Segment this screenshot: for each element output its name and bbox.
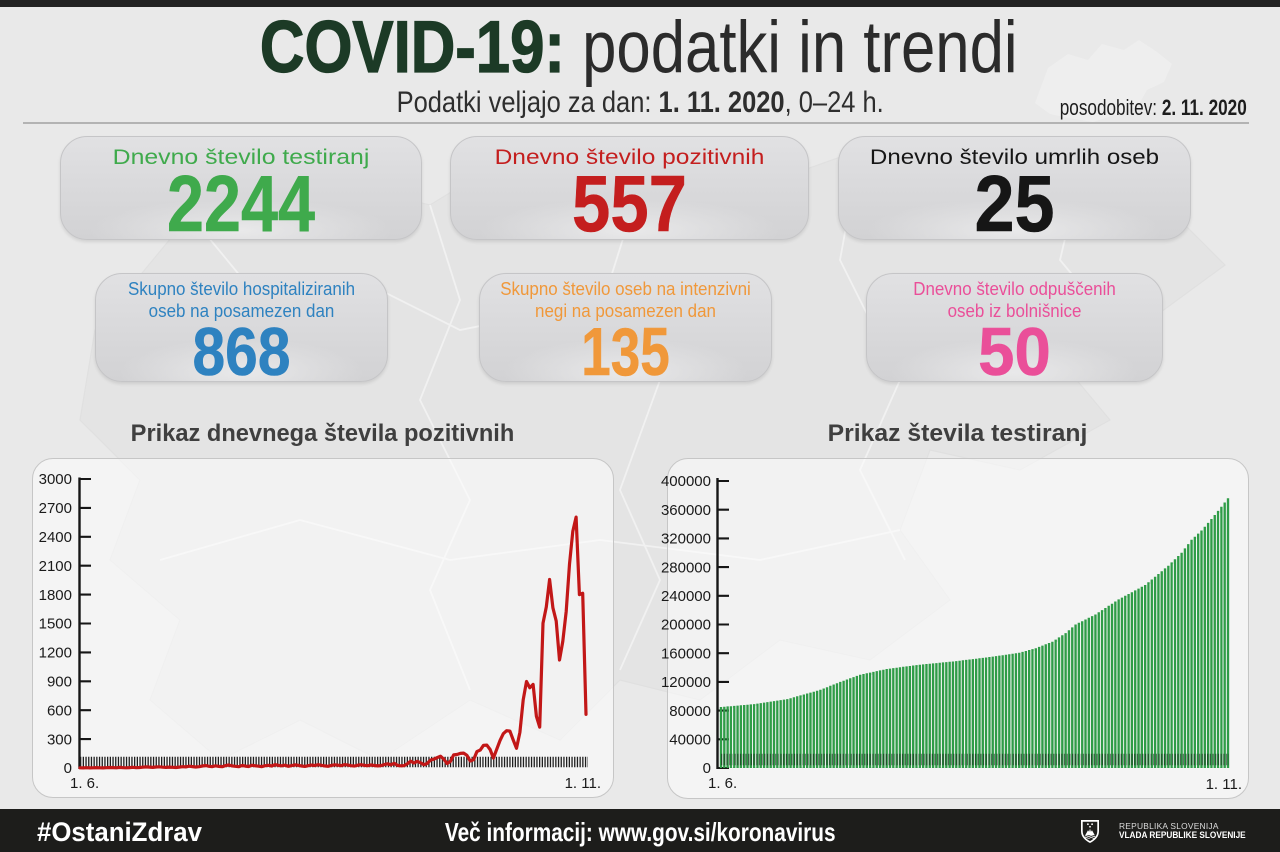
svg-text:240000: 240000: [661, 588, 711, 605]
svg-text:0: 0: [64, 760, 72, 777]
svg-text:0: 0: [703, 760, 711, 777]
svg-text:360000: 360000: [661, 502, 711, 519]
svg-text:120000: 120000: [661, 674, 711, 691]
svg-text:1500: 1500: [39, 616, 72, 633]
svg-text:400000: 400000: [661, 473, 711, 490]
svg-text:1800: 1800: [39, 587, 72, 604]
svg-text:1. 11.: 1. 11.: [565, 775, 601, 792]
svg-text:600: 600: [47, 702, 72, 719]
svg-text:200000: 200000: [661, 617, 711, 634]
svg-text:2700: 2700: [39, 500, 72, 517]
svg-text:300: 300: [47, 731, 72, 748]
svg-text:320000: 320000: [661, 531, 711, 548]
svg-text:1. 6.: 1. 6.: [70, 775, 99, 792]
svg-text:1. 11.: 1. 11.: [1206, 776, 1242, 793]
svg-text:80000: 80000: [669, 703, 711, 720]
svg-text:160000: 160000: [661, 645, 711, 662]
svg-text:280000: 280000: [661, 559, 711, 576]
svg-text:1. 6.: 1. 6.: [708, 775, 737, 792]
svg-text:1200: 1200: [39, 645, 72, 662]
svg-text:3000: 3000: [39, 471, 72, 488]
svg-text:2100: 2100: [39, 558, 72, 575]
svg-text:2400: 2400: [39, 529, 72, 546]
svg-text:900: 900: [47, 674, 72, 691]
svg-text:40000: 40000: [669, 732, 711, 749]
